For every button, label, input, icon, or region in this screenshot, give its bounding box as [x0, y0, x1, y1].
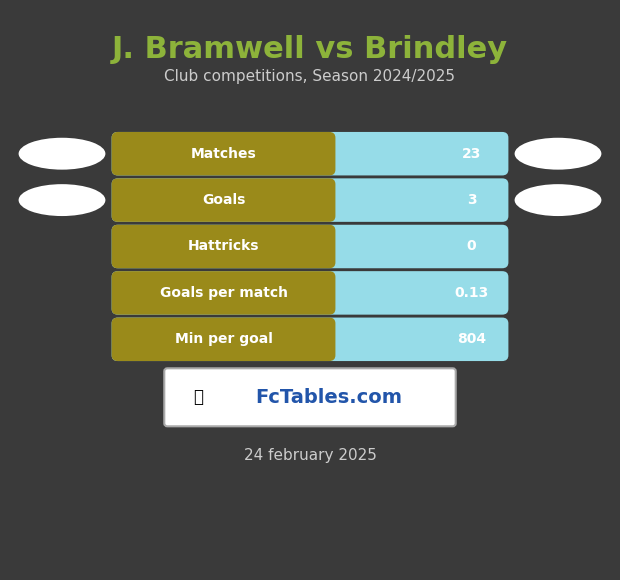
FancyBboxPatch shape — [112, 132, 508, 175]
FancyBboxPatch shape — [112, 225, 508, 268]
FancyBboxPatch shape — [112, 179, 335, 222]
FancyBboxPatch shape — [112, 271, 508, 314]
Ellipse shape — [19, 184, 105, 216]
Text: 23: 23 — [462, 147, 481, 161]
Text: 804: 804 — [457, 332, 486, 346]
FancyBboxPatch shape — [164, 368, 456, 426]
Text: Goals: Goals — [202, 193, 245, 207]
Text: Min per goal: Min per goal — [175, 332, 272, 346]
Text: J. Bramwell vs Brindley: J. Bramwell vs Brindley — [112, 35, 508, 64]
Text: Goals per match: Goals per match — [159, 286, 288, 300]
Text: 0.13: 0.13 — [454, 286, 489, 300]
Ellipse shape — [515, 184, 601, 216]
Text: FcTables.com: FcTables.com — [255, 388, 402, 407]
FancyBboxPatch shape — [112, 225, 335, 268]
FancyBboxPatch shape — [112, 271, 335, 314]
Text: 3: 3 — [467, 193, 476, 207]
Text: Club competitions, Season 2024/2025: Club competitions, Season 2024/2025 — [164, 69, 456, 84]
FancyBboxPatch shape — [112, 179, 508, 222]
Text: 📊: 📊 — [193, 388, 203, 407]
FancyBboxPatch shape — [112, 132, 335, 175]
Text: Hattricks: Hattricks — [188, 240, 259, 253]
FancyBboxPatch shape — [112, 318, 335, 361]
FancyBboxPatch shape — [112, 318, 508, 361]
Ellipse shape — [515, 138, 601, 170]
Ellipse shape — [19, 138, 105, 170]
Text: 0: 0 — [467, 240, 476, 253]
Text: Matches: Matches — [190, 147, 257, 161]
Text: 24 february 2025: 24 february 2025 — [244, 448, 376, 463]
